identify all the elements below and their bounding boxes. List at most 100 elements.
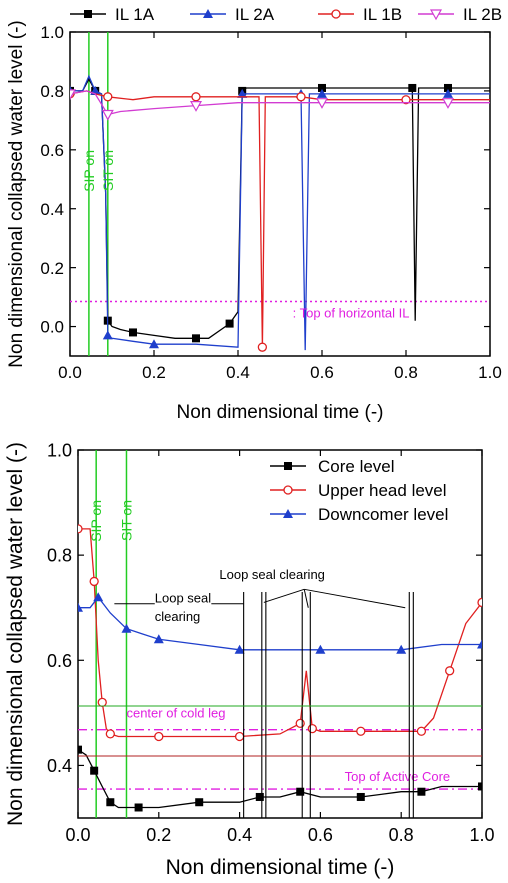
data-point xyxy=(444,83,452,92)
reference-line-label: : Top of horizontal IL xyxy=(293,306,410,321)
y-tick-label: 0.4 xyxy=(40,200,64,219)
data-point xyxy=(307,723,317,734)
x-tick-label: 1.0 xyxy=(478,363,502,382)
data-point xyxy=(149,339,159,349)
x-tick-label: 0.2 xyxy=(142,363,166,382)
data-point xyxy=(401,95,411,105)
series-line xyxy=(78,528,482,738)
event-line-label: SIT on xyxy=(100,150,116,191)
data-point xyxy=(441,98,455,109)
data-point xyxy=(396,644,407,654)
x-tick-label: 0.0 xyxy=(65,825,90,845)
data-point xyxy=(154,731,164,742)
data-point xyxy=(255,792,264,801)
y-axis-label: Non dimensional collapsed water level (-… xyxy=(6,20,27,367)
data-point xyxy=(101,109,114,121)
data-point xyxy=(408,83,417,92)
data-point xyxy=(478,782,482,791)
data-point xyxy=(191,92,201,102)
data-point xyxy=(315,98,329,109)
event-line-label: SIP on xyxy=(81,150,97,192)
y-tick-label: 0.0 xyxy=(40,318,64,337)
x-tick-label: 0.0 xyxy=(58,363,82,382)
data-point xyxy=(318,83,326,92)
data-point xyxy=(103,92,113,102)
data-point xyxy=(105,729,115,739)
x-axis-label: Non dimensional time (-) xyxy=(177,402,384,423)
y-tick-label: 0.4 xyxy=(47,756,72,776)
data-point xyxy=(106,798,115,807)
bottom-legend: Core level Upper head level Downcomer leve… xyxy=(270,457,448,524)
reference-line-label: Top of Active Core xyxy=(345,769,451,784)
x-tick-label: 0.4 xyxy=(227,825,252,845)
series-line xyxy=(70,90,490,348)
top-legend: IL 1A IL 2A IL 1B IL 2B xyxy=(70,5,502,24)
data-point xyxy=(89,576,99,587)
data-point xyxy=(121,623,132,633)
annotation-label-1a: Loop seal xyxy=(155,590,211,605)
data-point xyxy=(296,92,306,102)
data-point xyxy=(356,726,366,736)
data-point xyxy=(78,524,83,534)
x-tick-label: 0.6 xyxy=(308,825,333,845)
x-axis-label: Non dimensional time (-) xyxy=(166,856,395,879)
data-point xyxy=(97,697,107,707)
y-tick-label: 0.6 xyxy=(47,651,72,671)
legend-label: Core level xyxy=(318,457,395,476)
top-chart: 0.0 0.2 0.4 0.6 0.8 1.0 0.0 0.2 0.4 0.6 0.8 1.0 Non … xyxy=(6,5,502,423)
event-line-label: SIP on xyxy=(88,500,104,542)
top-plot: 0.0 0.2 0.4 0.6 0.8 1.0 0.0 0.2 0.4 0.6 0.8 1.0 Non … xyxy=(6,20,502,423)
data-point xyxy=(443,88,453,98)
y-tick-label: 0.2 xyxy=(40,259,64,278)
y-tick-label: 0.6 xyxy=(40,141,64,160)
series-line xyxy=(70,77,490,339)
data-point xyxy=(153,634,164,644)
bottom-data xyxy=(78,450,482,818)
data-point xyxy=(234,731,245,742)
data-point xyxy=(315,644,326,654)
series-line xyxy=(70,90,490,116)
legend-label: Downcomer level xyxy=(318,505,448,524)
data-point xyxy=(477,639,482,649)
y-tick-label: 0.8 xyxy=(47,546,72,566)
data-point xyxy=(445,666,455,676)
data-point xyxy=(192,334,200,343)
legend-marker xyxy=(283,509,293,518)
data-point xyxy=(234,644,245,654)
legend-label: Upper head level xyxy=(318,481,447,500)
bottom-plot: 0.0 0.2 0.4 0.6 0.8 1.0 0.4 0.6 0.8 1.0 Non dimens… xyxy=(4,440,495,879)
legend-label: IL 1B xyxy=(363,5,402,24)
x-tick-label: 0.4 xyxy=(226,363,250,382)
data-point xyxy=(129,328,137,337)
y-tick-label: 1.0 xyxy=(47,440,72,460)
data-point xyxy=(90,766,99,775)
data-point xyxy=(134,803,143,812)
bottom-axes-frame xyxy=(77,449,483,819)
annotation-arrow xyxy=(304,588,406,609)
x-tick-label: 0.2 xyxy=(146,825,171,845)
x-tick-label: 0.6 xyxy=(310,363,334,382)
x-tick-label: 0.8 xyxy=(389,825,414,845)
data-point xyxy=(356,792,365,801)
data-point xyxy=(102,330,113,340)
top-axes-frame xyxy=(69,31,491,357)
x-tick-label: 1.0 xyxy=(469,825,494,845)
loop-seal-annotations: Loop seal clearing Loop seal clearing xyxy=(78,567,482,818)
series-line xyxy=(78,596,482,651)
legend-label: IL 2B xyxy=(463,5,502,24)
data-point xyxy=(225,319,234,328)
legend-marker xyxy=(429,9,443,21)
series-line xyxy=(70,74,490,351)
x-tick-label: 0.8 xyxy=(394,363,418,382)
data-point xyxy=(417,787,426,796)
data-point xyxy=(78,745,82,754)
data-point xyxy=(195,798,204,807)
y-axis-label: Non dimensional collapsed water level (-… xyxy=(4,442,27,826)
legend-marker xyxy=(283,485,293,495)
data-point xyxy=(416,726,427,736)
data-point xyxy=(93,592,104,602)
data-point xyxy=(237,88,248,98)
data-point xyxy=(296,787,305,796)
annotation-arrow xyxy=(263,588,305,603)
